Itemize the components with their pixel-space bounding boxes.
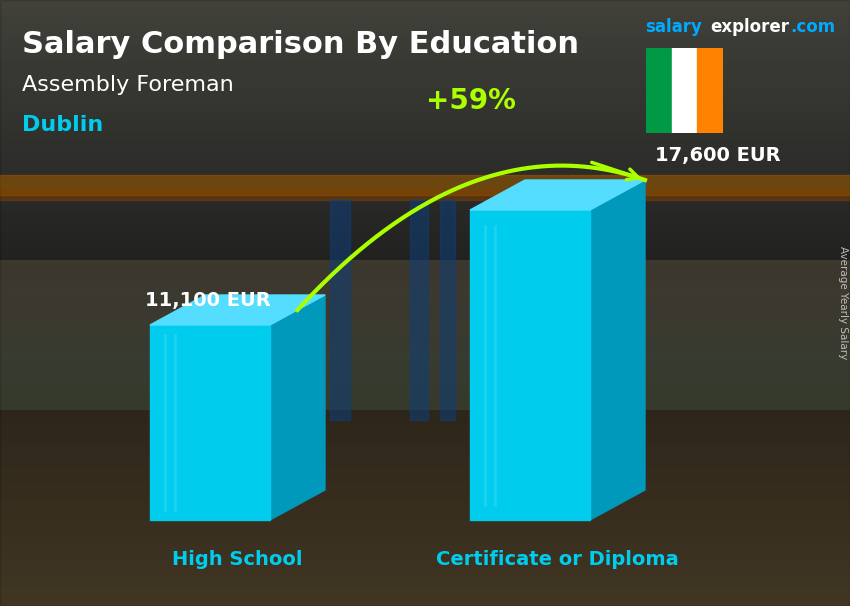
Polygon shape bbox=[150, 295, 325, 325]
Text: +59%: +59% bbox=[427, 87, 516, 115]
Text: explorer: explorer bbox=[710, 18, 789, 36]
Bar bbox=[697, 48, 722, 133]
Text: Certificate or Diploma: Certificate or Diploma bbox=[436, 550, 679, 569]
Polygon shape bbox=[470, 180, 645, 210]
Polygon shape bbox=[270, 295, 325, 520]
Bar bbox=[646, 48, 672, 133]
Text: Average Yearly Salary: Average Yearly Salary bbox=[838, 247, 848, 359]
Text: 11,100 EUR: 11,100 EUR bbox=[145, 291, 271, 310]
Text: .com: .com bbox=[790, 18, 835, 36]
Text: High School: High School bbox=[173, 550, 303, 569]
Text: Assembly Foreman: Assembly Foreman bbox=[22, 75, 234, 95]
Text: Dublin: Dublin bbox=[22, 115, 103, 135]
Polygon shape bbox=[150, 325, 270, 520]
Text: Salary Comparison By Education: Salary Comparison By Education bbox=[22, 30, 579, 59]
Text: 17,600 EUR: 17,600 EUR bbox=[655, 146, 780, 165]
Polygon shape bbox=[470, 210, 590, 520]
Bar bbox=[672, 48, 697, 133]
Polygon shape bbox=[590, 180, 645, 520]
Text: salary: salary bbox=[645, 18, 702, 36]
